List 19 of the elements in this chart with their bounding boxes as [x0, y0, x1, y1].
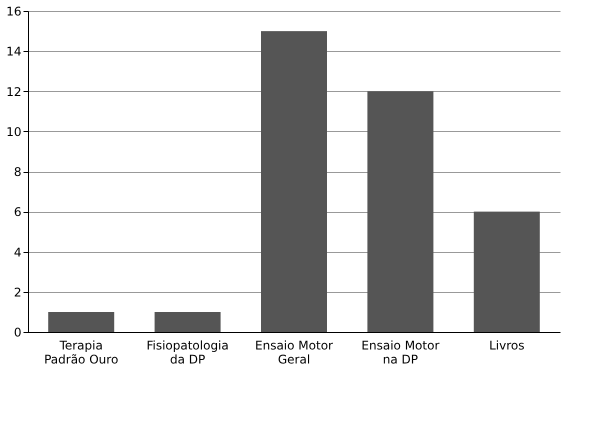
x-tick-label: Livros — [489, 338, 524, 352]
y-tick-label: 6 — [14, 205, 22, 220]
bar — [261, 31, 327, 332]
y-tick-label: 8 — [14, 165, 22, 179]
x-tick-label: Ensaio Motor na DP — [361, 338, 440, 366]
bar — [367, 91, 434, 332]
bar — [154, 312, 221, 332]
x-tick-label: Ensaio Motor Geral — [255, 338, 334, 366]
y-tick-label: 12 — [6, 84, 22, 99]
y-tick-label: 0 — [14, 326, 22, 340]
bar — [48, 312, 114, 332]
y-tick-label: 10 — [6, 124, 22, 139]
y-tick-label: 2 — [14, 285, 22, 300]
y-tick-label: 16 — [6, 4, 22, 18]
bar — [474, 212, 540, 332]
x-tick-label: Terapia Padrão Ouro — [44, 338, 118, 366]
x-tick-label: Fisiopatologia da DP — [146, 338, 229, 366]
y-tick-label: 14 — [6, 44, 22, 59]
y-tick-label: 4 — [14, 245, 22, 260]
